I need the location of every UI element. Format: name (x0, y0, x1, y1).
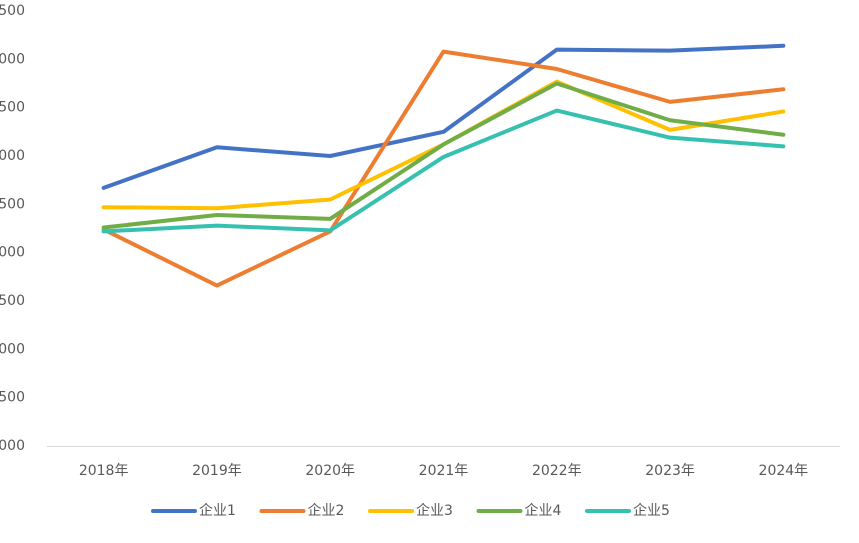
y-tick-label: 500 (0, 293, 25, 309)
series-line (101, 81, 786, 230)
y-tick-label: 000 (0, 51, 25, 67)
x-tick-label: 2024年 (759, 463, 809, 479)
legend-label: 企业5 (633, 502, 670, 519)
y-tick-label: 500 (0, 390, 25, 406)
series-line (101, 43, 786, 190)
y-tick-label: 000 (0, 341, 25, 357)
legend-label: 企业3 (416, 502, 453, 519)
y-tick-label: 500 (0, 100, 25, 116)
legend-label: 企业4 (525, 502, 562, 519)
x-tick-label: 2018年 (79, 463, 129, 479)
x-tick-label: 2020年 (305, 463, 355, 479)
legend-label: 企业1 (199, 502, 236, 519)
y-tick-label: 000 (0, 438, 25, 454)
y-tick-label: 500 (0, 196, 25, 212)
x-tick-label: 2021年 (419, 463, 469, 479)
y-tick-label: 000 (0, 245, 25, 261)
series-line (101, 108, 786, 234)
x-tick-label: 2022年 (532, 463, 582, 479)
y-tick-label: 500 (0, 3, 25, 19)
x-tick-label: 2019年 (192, 463, 242, 479)
x-tick-label: 2023年 (645, 463, 695, 479)
legend-label: 企业2 (308, 502, 345, 519)
series-line (101, 49, 786, 288)
y-tick-label: 000 (0, 148, 25, 164)
